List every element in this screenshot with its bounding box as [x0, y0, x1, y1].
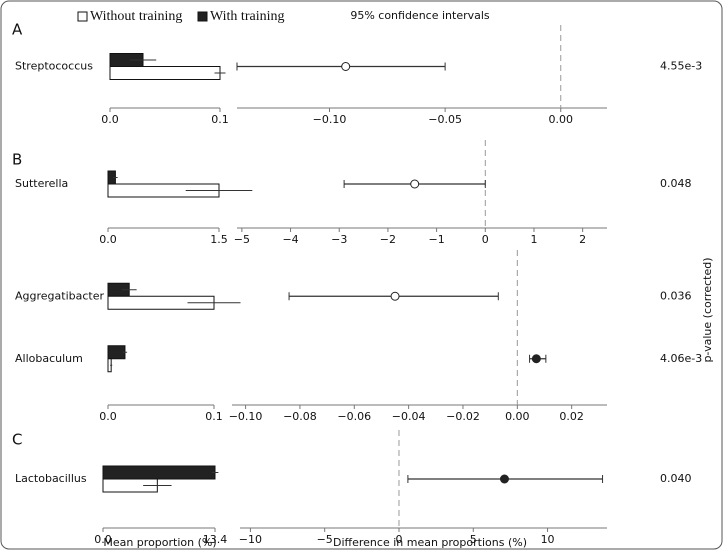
- point: [499, 474, 509, 484]
- x-tick-label: 0: [482, 233, 489, 246]
- x-tick-label: −10: [239, 533, 262, 546]
- ci-label: 95% confidence intervals: [350, 9, 490, 22]
- legend-label: Without training: [90, 9, 182, 24]
- x-tick-label: 0.0: [99, 233, 117, 246]
- x-tick-label: −5: [317, 533, 333, 546]
- category-label: Streptococcus: [15, 60, 93, 73]
- x-tick-label: −1: [428, 233, 444, 246]
- y-axis-label: p-value (corrected): [701, 257, 714, 362]
- p-value: 0.036: [660, 289, 692, 302]
- x-tick-label: −0.04: [392, 410, 426, 423]
- x-tick-label: 2: [579, 233, 586, 246]
- point: [410, 179, 420, 189]
- p-value: 4.55e-3: [660, 60, 702, 73]
- legend-swatch: [197, 11, 208, 22]
- x-axis-label: Mean proportion (%): [103, 536, 216, 549]
- x-tick-label: 1: [530, 233, 537, 246]
- legend-swatch: [77, 11, 88, 22]
- p-value: 0.048: [660, 177, 692, 190]
- x-tick-label: 13.4: [203, 533, 228, 546]
- x-tick-label: 0.0: [101, 113, 119, 126]
- category-label: Aggregatibacter: [15, 289, 104, 302]
- x-tick-label: −5: [234, 233, 250, 246]
- panel-label: A: [12, 21, 23, 39]
- bar: [102, 465, 216, 480]
- x-tick-label: 0.1: [205, 410, 223, 423]
- category-label: Lactobacillus: [15, 472, 87, 485]
- x-tick-label: −0.10: [313, 113, 347, 126]
- x-tick-label: 0.02: [559, 410, 584, 423]
- p-value: 4.06e-3: [660, 352, 702, 365]
- category-label: Allobaculum: [15, 352, 83, 365]
- x-tick-label: 0.00: [549, 113, 574, 126]
- bar: [107, 345, 126, 360]
- x-tick-label: 10: [541, 533, 555, 546]
- point: [531, 354, 541, 364]
- x-tick-label: −0.06: [337, 410, 371, 423]
- x-tick-label: 1.5: [210, 233, 228, 246]
- x-tick-label: 0: [395, 533, 402, 546]
- x-tick-label: 0.0: [94, 533, 112, 546]
- x-tick-label: 0.1: [211, 113, 229, 126]
- legend-label: With training: [210, 9, 284, 24]
- x-tick-label: −0.02: [446, 410, 480, 423]
- x-tick-label: −3: [331, 233, 347, 246]
- x-tick-label: −0.10: [229, 410, 263, 423]
- p-value: 0.040: [660, 472, 692, 485]
- x-tick-label: 5: [470, 533, 477, 546]
- x-tick-label: −2: [380, 233, 396, 246]
- x-tick-label: 0.00: [505, 410, 530, 423]
- x-tick-label: −4: [282, 233, 298, 246]
- x-tick-label: −0.05: [428, 113, 462, 126]
- point: [341, 62, 351, 71]
- panel-label: B: [12, 151, 22, 169]
- category-label: Sutterella: [15, 177, 68, 190]
- panel-label: C: [12, 431, 22, 449]
- x-tick-label: 0.0: [99, 410, 117, 423]
- x-axis-label: Difference in mean proportions (%): [333, 536, 527, 549]
- x-tick-label: −0.08: [283, 410, 317, 423]
- bar: [109, 66, 221, 80]
- point: [390, 291, 400, 301]
